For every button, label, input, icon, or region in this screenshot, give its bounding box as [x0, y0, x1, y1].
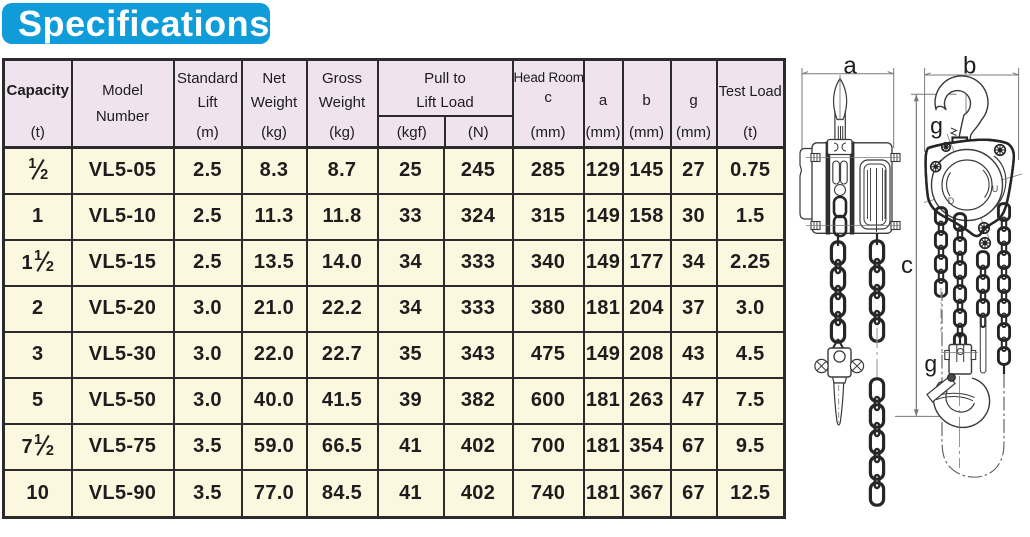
svg-text:a: a	[843, 53, 857, 80]
svg-text:D: D	[948, 196, 955, 206]
svg-text:g: g	[924, 351, 937, 377]
svg-text:U: U	[992, 184, 999, 194]
svg-text:c: c	[901, 252, 913, 279]
svg-text:b: b	[963, 53, 976, 80]
svg-text:g: g	[930, 113, 943, 139]
